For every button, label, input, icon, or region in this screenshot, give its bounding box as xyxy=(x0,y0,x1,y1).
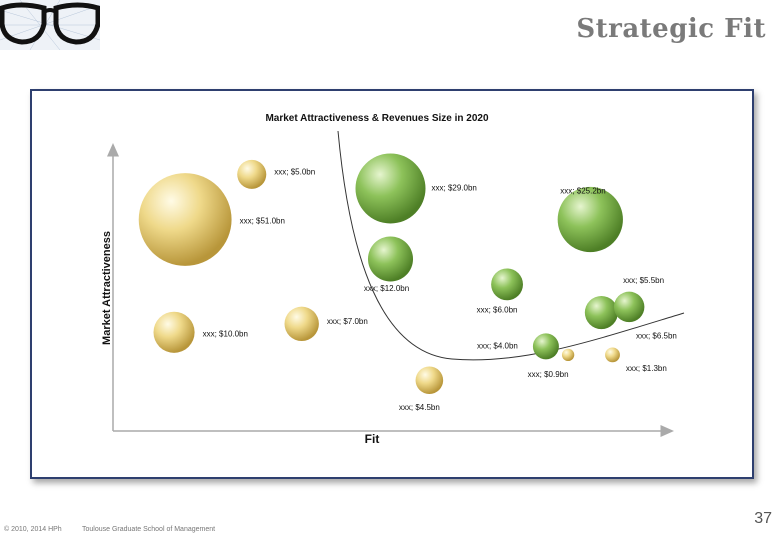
bubble-label: xxx; $4.0bn xyxy=(477,341,518,350)
slide-title: Strategic Fit xyxy=(576,14,766,44)
page-number: 37 xyxy=(754,510,772,527)
bubble-green xyxy=(532,333,559,360)
bubbles-layer: xxx; $51.0bn xxx; $5.0bn xxx; $10.0bn xxx; … xyxy=(138,153,677,412)
bubble-label: xxx; $51.0bn xyxy=(240,217,285,226)
bubble-green xyxy=(355,153,426,224)
bubble-label: xxx; $29.0bn xyxy=(432,183,477,192)
bubble-label: xxx; $0.9bn xyxy=(528,370,569,379)
bubble-label: xxx; $10.0bn xyxy=(203,329,248,338)
bubble-green xyxy=(613,291,645,323)
bubble-label: xxx; $6.0bn xyxy=(477,305,518,314)
x-axis-label: Fit xyxy=(365,432,380,446)
footer-copyright: © 2010, 2014 HPh xyxy=(4,526,62,533)
bubble-label: xxx; $6.5bn xyxy=(636,332,677,341)
bubble-yellow xyxy=(237,159,267,189)
glasses-logo-icon xyxy=(0,0,100,50)
bubble-green xyxy=(367,236,414,282)
bubble-label: xxx; $1.3bn xyxy=(626,364,667,373)
bubble-label: xxx; $4.5bn xyxy=(399,403,440,412)
chart-title: Market Attractiveness & Revenues Size in… xyxy=(265,113,489,124)
footer-school: Toulouse Graduate School of Management xyxy=(82,526,216,533)
bubble-label: xxx; $25.2bn xyxy=(560,187,605,196)
bubble-label: xxx; $7.0bn xyxy=(327,317,368,326)
bubble-yellow xyxy=(415,366,444,395)
bubble-yellow xyxy=(561,348,575,362)
bubble-green xyxy=(557,186,623,253)
bubble-label: xxx; $5.5bn xyxy=(623,276,664,285)
chart-frame: Market Attractiveness & Revenues Size in… xyxy=(30,89,754,479)
fit-threshold-curve xyxy=(337,130,685,361)
bubble-yellow xyxy=(284,306,319,342)
bubble-chart: Market Attractiveness & Revenues Size in… xyxy=(101,113,685,446)
bubble-label: xxx; $12.0bn xyxy=(364,284,409,293)
y-axis-label: Market Attractiveness xyxy=(101,231,113,345)
bubble-label: xxx; $5.0bn xyxy=(274,167,315,176)
bubble-green xyxy=(584,295,618,330)
bubble-yellow xyxy=(153,311,195,353)
bubble-yellow xyxy=(138,173,232,266)
bubble-yellow xyxy=(605,347,620,363)
bubble-green xyxy=(491,268,523,301)
